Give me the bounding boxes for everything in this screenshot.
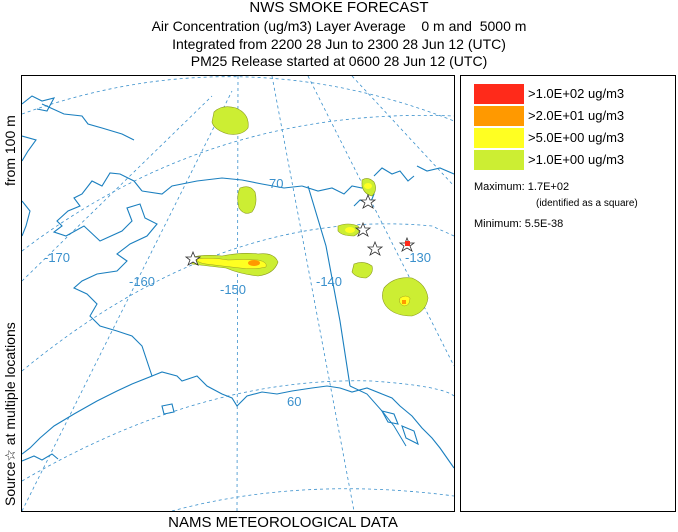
longitude-label-140: -140 [316, 274, 342, 289]
longitude-line-130 [307, 76, 454, 367]
longitude-label-130: -130 [405, 250, 431, 265]
longitude-line-170 [22, 95, 213, 282]
legend-swatch-20 [474, 106, 524, 126]
coast-chukotka-cape [22, 135, 37, 162]
plume-interior-hotspot [248, 260, 260, 266]
coast-chukotka-north [22, 95, 56, 112]
coast-alaska-north [141, 177, 303, 195]
legend-label-20: >2.0E+01 ug/m3 [528, 108, 625, 123]
legend-swatch-5 [474, 128, 524, 148]
coast-siberia-north [41, 103, 135, 141]
plume-southeast-hotspot [402, 300, 406, 304]
coast-chukotka-east [22, 200, 31, 237]
maximum-square [405, 241, 410, 246]
map-title: NWS SMOKE FORECAST [249, 0, 429, 16]
source-star-3 [354, 221, 372, 237]
concentration-subtitle: Air Concentration (ug/m3) Layer Average … [151, 18, 527, 34]
graticule-labels: -170 -160 -150 -140 -130 70 60 [44, 176, 431, 409]
minimum-value: Minimum: 5.5E-38 [474, 218, 564, 230]
plume-north [211, 106, 249, 135]
longitude-label-160: -160 [129, 274, 155, 289]
legend-panel: >1.0E+02 ug/m3 >2.0E+01 ug/m3 >5.0E+00 u… [460, 75, 676, 512]
maximum-note: (identified as a square) [536, 198, 638, 209]
graticule [22, 76, 454, 511]
latitude-line-80 [22, 76, 454, 122]
island-alexander-2 [401, 425, 419, 446]
panhandle-border [349, 385, 407, 447]
data-source-footer: NAMS METEOROLOGICAL DATA [168, 514, 398, 531]
legend-label-100: >1.0E+02 ug/m3 [528, 86, 625, 101]
longitude-line-160 [22, 90, 233, 511]
latitude-label-70: 70 [269, 176, 283, 191]
coast-gulf-of-alaska [151, 371, 454, 469]
latitude-line-70 [22, 115, 454, 252]
longitude-label-170: -170 [44, 250, 70, 265]
maximum-value: Maximum: 1.7E+02 [474, 181, 570, 193]
plume-yukon-core [364, 183, 372, 189]
island-alexander-1 [380, 410, 399, 425]
source-star-2 [359, 193, 377, 209]
source-locations-label: Source☆ at multiple locations [2, 322, 18, 506]
latitude-line-65 [22, 223, 454, 372]
alaska-map: -170 -160 -150 -140 -130 70 60 [22, 76, 454, 511]
longitude-line-150 [236, 76, 239, 511]
island-kodiak [161, 403, 175, 415]
source-markers [184, 193, 416, 266]
release-height-label: from 100 m [2, 115, 18, 186]
us-canada-border [307, 185, 351, 387]
longitude-line-120 [351, 76, 454, 187]
latitude-line-60 [22, 380, 454, 482]
island-aleutians [22, 453, 59, 462]
coast-canada-arctic [373, 167, 415, 182]
coastline [22, 95, 454, 469]
smoke-plumes [189, 106, 429, 317]
release-start: PM25 Release started at 0600 28 Jun 12 (… [190, 53, 488, 69]
longitude-label-150: -150 [220, 282, 246, 297]
integration-period: Integrated from 2200 28 Jun to 2300 28 J… [172, 36, 506, 52]
plume-central-north [237, 186, 257, 214]
legend-swatch-100 [474, 84, 524, 104]
legend-swatch-1 [474, 150, 524, 170]
plume-interior-core [195, 257, 267, 270]
map-panel: -170 -160 -150 -140 -130 70 60 [21, 75, 455, 512]
source-star-1 [184, 250, 202, 266]
legend-label-5: >5.0E+00 ug/m3 [528, 130, 625, 145]
latitude-label-60: 60 [287, 394, 301, 409]
legend-label-1: >1.0E+00 ug/m3 [528, 152, 625, 167]
coast-alaska-west [22, 172, 158, 455]
plume-border-core [345, 227, 355, 233]
plume-east [351, 262, 373, 279]
latitude-line-55 [171, 488, 454, 511]
coast-banks-island [416, 165, 454, 175]
longitude-line-140 [271, 76, 355, 511]
source-star-4 [366, 240, 384, 256]
